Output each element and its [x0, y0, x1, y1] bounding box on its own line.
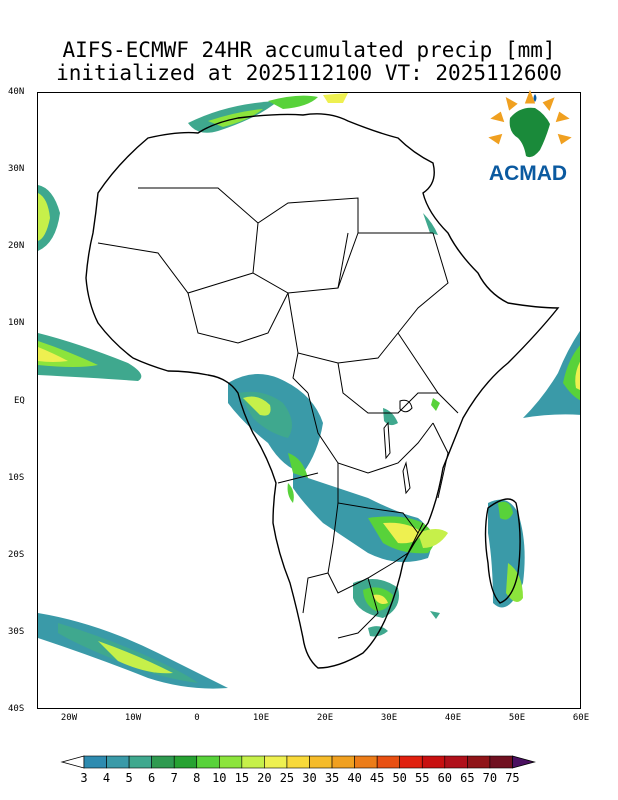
colorbar-level-label: 7 [170, 771, 178, 785]
lat-label-10s: 10S [8, 473, 25, 483]
lat-label-20n: 20N [8, 241, 25, 251]
map-title-line2: initialized at 2025112100 VT: 2025112600 [56, 61, 562, 85]
colorbar-level-label: 4 [102, 771, 111, 785]
precip-map-panel [37, 92, 581, 709]
colorbar-swatch [264, 755, 288, 769]
coastlines [85, 113, 560, 669]
lon-label-30e: 30E [380, 713, 398, 723]
colorbar-swatch [354, 755, 378, 769]
country-borders [97, 187, 459, 639]
colorbar-level-label: 15 [234, 771, 250, 785]
lat-label-20s: 20S [8, 550, 25, 560]
colorbar-swatch [376, 755, 400, 769]
lat-label-30s: 30S [8, 627, 25, 637]
colorbar-level-label: 35 [324, 771, 340, 785]
colorbar-level-label: 8 [193, 771, 201, 785]
colorbar-swatch [309, 755, 333, 769]
colorbar-swatch [241, 755, 265, 769]
colorbar-swatch [399, 755, 423, 769]
colorbar-swatch [444, 755, 468, 769]
colorbar-swatch [106, 755, 130, 769]
lat-label-eq: EQ [14, 396, 25, 406]
lat-label-30n: 30N [8, 164, 25, 174]
colorbar-swatches [60, 755, 536, 769]
colorbar-level-label: 30 [302, 771, 317, 785]
colorbar-level-label: 20 [257, 771, 272, 785]
lat-label-40s: 40S [8, 704, 25, 714]
lat-label-10n: 10N [8, 318, 25, 328]
colorbar-level-label: 10 [212, 771, 227, 785]
africa-map-svg [38, 93, 580, 689]
colorbar-level-label: 55 [415, 771, 430, 785]
precip-shading [38, 93, 580, 689]
colorbar-swatch [196, 755, 220, 769]
colorbar-swatch [83, 755, 107, 769]
lon-label-10w: 10W [124, 713, 142, 723]
colorbar-level-label: 45 [369, 771, 385, 785]
lon-label-0: 0 [194, 713, 200, 723]
lon-label-50e: 50E [508, 713, 526, 723]
colorbar-swatch [331, 755, 355, 769]
colorbar-swatch [421, 755, 446, 769]
acmad-logo [480, 88, 580, 186]
lon-label-40e: 40E [444, 713, 462, 723]
colorbar-level-label: 6 [148, 771, 156, 785]
colorbar-level-label: 3 [80, 771, 88, 785]
colorbar-swatch [128, 755, 152, 769]
lon-label-20e: 20E [316, 713, 334, 723]
colorbar-level-label: 25 [279, 771, 295, 785]
colorbar-swatch [151, 755, 175, 769]
map-title-line1: AIFS-ECMWF 24HR accumulated precip [mm] [62, 38, 556, 62]
colorbar-swatch [219, 755, 243, 769]
lat-label-40n: 40N [8, 87, 25, 97]
colorbar-level-label: 5 [125, 771, 133, 785]
lon-label-60e: 60E [572, 713, 590, 723]
colorbar-swatch [173, 755, 198, 769]
colorbar-level-label: 40 [347, 771, 362, 785]
colorbar-swatch [467, 755, 491, 769]
colorbar-swatch [489, 755, 513, 769]
colorbar-level-label: 75 [505, 771, 520, 785]
acmad-sun-africa-icon [488, 89, 572, 158]
colorbar-min-triangle [60, 755, 85, 769]
colorbar-level-label: 65 [460, 771, 475, 785]
colorbar-max-triangle [512, 755, 536, 769]
colorbar-swatch [286, 755, 310, 769]
colorbar-level-label: 70 [482, 771, 498, 785]
lakes [383, 399, 413, 495]
colorbar-level-label: 50 [392, 771, 407, 785]
lon-label-20w: 20W [60, 713, 78, 723]
acmad-logo-text: ACMAD [488, 162, 568, 185]
colorbar-level-label: 60 [437, 771, 453, 785]
lon-label-10e: 10E [252, 713, 270, 723]
